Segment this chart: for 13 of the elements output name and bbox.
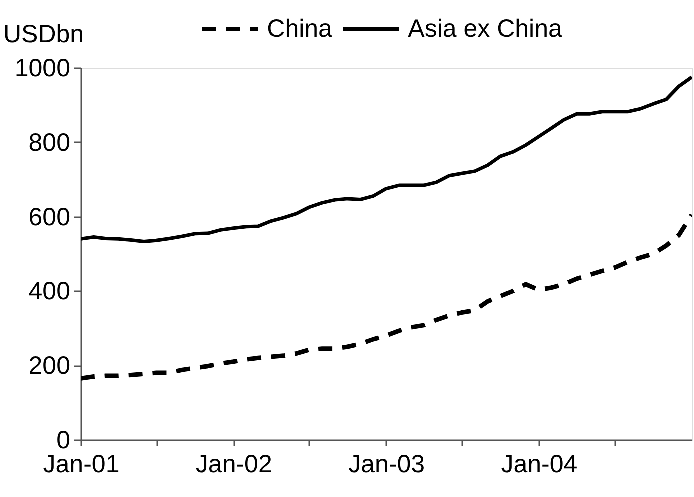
line-series [81, 212, 692, 381]
y-tick-label: 800 [28, 128, 70, 157]
y-tick-label: 600 [28, 203, 70, 232]
y-tick-label: 1000 [14, 54, 70, 82]
x-tick-label: Jan-03 [348, 450, 426, 478]
y-tick-label: 200 [28, 352, 70, 380]
y-axis-title: USDbn [4, 20, 84, 48]
legend-label: Asia ex China [408, 15, 562, 43]
line-series [81, 76, 692, 244]
x-tick-label: Jan-02 [196, 450, 272, 478]
x-tick-label: Jan-04 [501, 450, 578, 478]
legend-label: China [267, 15, 333, 43]
y-tick-label: 400 [28, 278, 70, 306]
